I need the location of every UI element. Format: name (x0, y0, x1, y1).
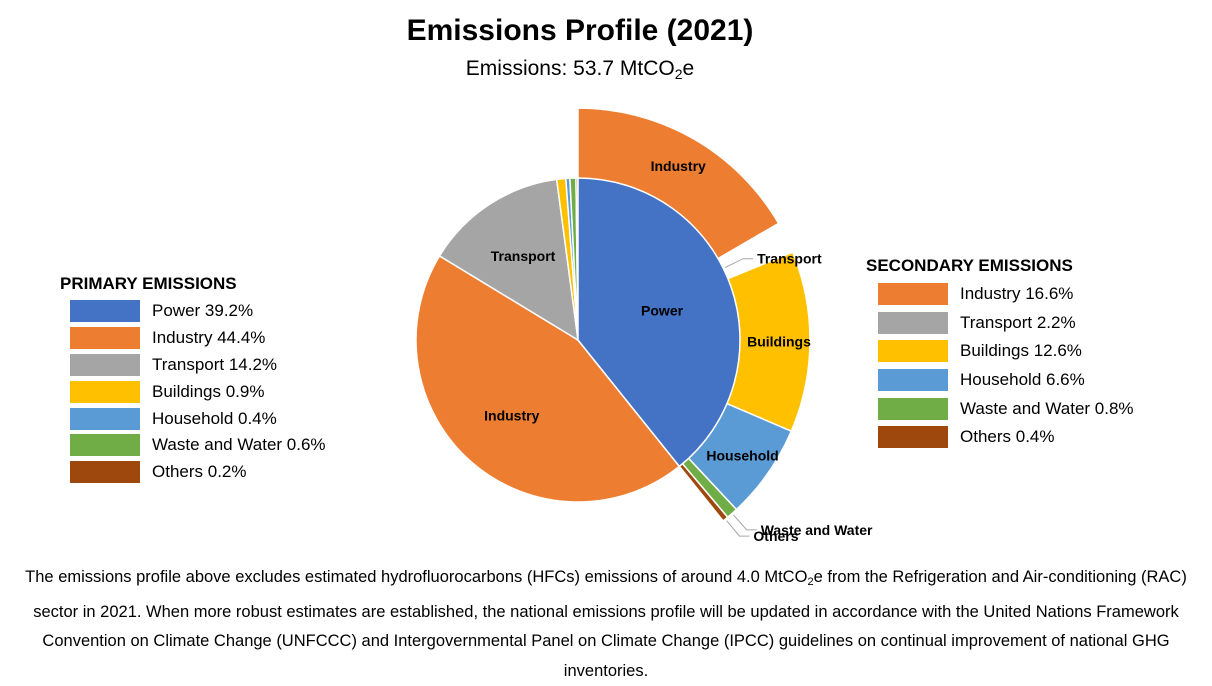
legend-label: Industry 16.6% (960, 284, 1074, 304)
legend-item: Waste and Water 0.8% (878, 394, 1134, 423)
secondary-slice-label: Buildings (747, 334, 811, 350)
primary-slice-transport (438, 178, 579, 342)
legend-label: Buildings 0.9% (152, 381, 265, 401)
secondary-emissions-legend: SECONDARY EMISSIONS Industry 16.6% Transp… (866, 256, 1134, 452)
legend-swatch (878, 283, 948, 306)
legend-label: Waste and Water 0.6% (152, 435, 326, 455)
primary-slice-label: Industry (484, 408, 539, 424)
secondary-legend-rows: Industry 16.6% Transport 2.2% Buildings 12… (878, 280, 1134, 452)
legend-item: Transport 2.2% (878, 309, 1134, 338)
legend-swatch (70, 461, 140, 484)
footnote-subscript: 2 (807, 576, 814, 588)
legend-swatch (878, 311, 948, 334)
legend-label: Transport 2.2% (960, 312, 1076, 332)
primary-slice-label: Power (641, 302, 684, 318)
legend-item: Others 0.4% (878, 423, 1134, 452)
footnote-text-continued: e from the Refrigeration and Air-conditi… (33, 568, 1187, 680)
legend-swatch (70, 407, 140, 430)
legend-label: Household 6.6% (960, 370, 1085, 390)
legend-item: Household 6.6% (878, 366, 1134, 395)
legend-label: Waste and Water 0.8% (960, 398, 1134, 418)
leader-line (733, 514, 757, 531)
legend-item: Household 0.4% (70, 405, 326, 432)
legend-item: Industry 44.4% (70, 325, 326, 352)
legend-item: Others 0.2% (70, 459, 326, 486)
legend-swatch (70, 434, 140, 457)
primary-slice-power-core (577, 177, 741, 468)
legend-label: Transport 14.2% (152, 354, 278, 374)
chart-title: Emissions Profile (2021) (406, 14, 754, 47)
secondary-legend-title: SECONDARY EMISSIONS (866, 256, 1073, 275)
legend-label: Power 39.2% (152, 301, 254, 321)
primary-emissions-legend: PRIMARY EMISSIONS Power 39.2% Industry 44… (60, 274, 326, 486)
legend-item: Waste and Water 0.6% (70, 432, 326, 459)
legend-swatch (878, 397, 948, 420)
leader-line (726, 520, 750, 537)
legend-swatch (878, 340, 948, 363)
legend-item: Power 39.2% (70, 298, 326, 325)
primary-slice-industry (415, 254, 681, 503)
legend-item: Buildings 0.9% (70, 378, 326, 405)
chart-subtitle: Emissions: 53.7 MtCO2e (0, 57, 1160, 82)
footnote: The emissions profile above excludes est… (8, 563, 1204, 686)
subtitle-suffix: e (682, 57, 695, 80)
secondary-slice-label: Transport (757, 251, 822, 267)
subtitle-text: Emissions: 53.7 MtCO (465, 57, 675, 80)
legend-label: Buildings 12.6% (960, 341, 1082, 361)
legend-swatch (70, 380, 140, 403)
legend-swatch (878, 426, 948, 449)
secondary-slice-label: Waste and Water (761, 522, 873, 538)
legend-swatch (70, 300, 140, 323)
legend-swatch (878, 369, 948, 392)
subtitle-subscript: 2 (674, 66, 683, 82)
primary-slice-label: Transport (491, 248, 556, 264)
secondary-slice-label: Industry (651, 158, 706, 174)
legend-item: Industry 16.6% (878, 280, 1134, 309)
legend-label: Others 0.4% (960, 427, 1055, 447)
primary-legend-rows: Power 39.2% Industry 44.4% Transport 14.2%… (70, 298, 326, 486)
emissions-pie-chart: Power Industry Transport Industry Transport B… (415, 107, 873, 544)
legend-label: Household 0.4% (152, 408, 277, 428)
footnote-text: The emissions profile above excludes est… (25, 568, 808, 586)
legend-swatch (70, 353, 140, 376)
secondary-slice-label: Others (753, 528, 798, 544)
legend-swatch (70, 327, 140, 350)
leader-line (724, 258, 754, 268)
legend-label: Others 0.2% (152, 462, 247, 482)
primary-legend-title: PRIMARY EMISSIONS (60, 274, 237, 293)
secondary-slice-label: Household (706, 447, 778, 463)
legend-label: Industry 44.4% (152, 328, 266, 348)
legend-item: Buildings 12.6% (878, 337, 1134, 366)
legend-item: Transport 14.2% (70, 352, 326, 379)
